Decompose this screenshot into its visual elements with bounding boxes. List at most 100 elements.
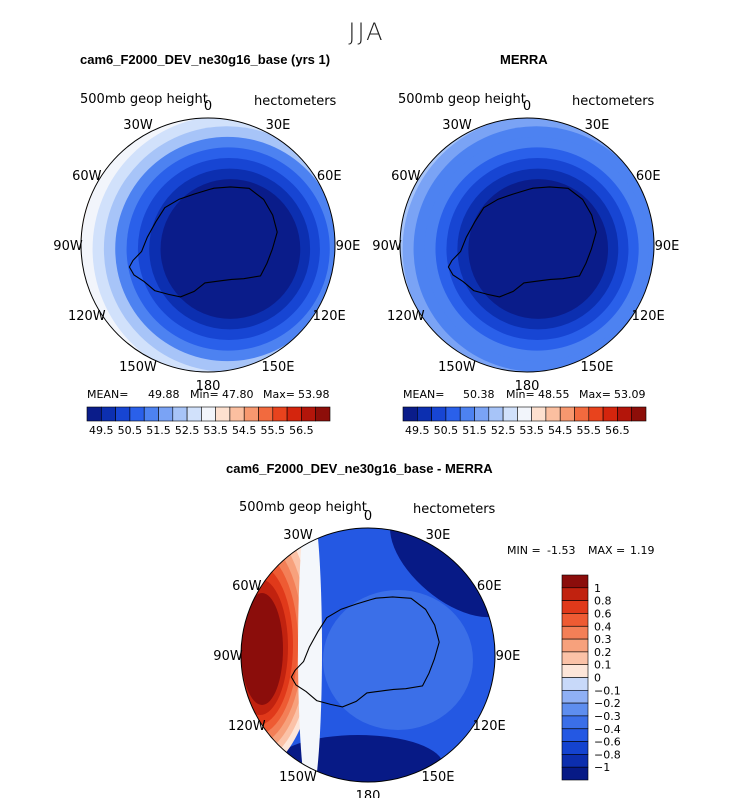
panel3-max-label: MAX = bbox=[588, 544, 626, 557]
panel2-lon-label: 90E bbox=[655, 239, 680, 254]
panel1-contour-band bbox=[160, 179, 301, 319]
panel1-lon-label: 180 bbox=[196, 379, 221, 394]
panel2-map-border bbox=[399, 117, 655, 373]
panel3-colorbar-bin bbox=[561, 574, 589, 589]
panel3-lon-label: 30W bbox=[283, 528, 313, 543]
panel3-left-label: 500mb geop height bbox=[239, 500, 367, 515]
panel1-lon-label: 30W bbox=[123, 118, 153, 133]
panel3-colorbar-tick: 0.1 bbox=[594, 659, 612, 672]
panel2-lon-label: 30W bbox=[442, 118, 472, 133]
panel3-colorbar-tick: −0.6 bbox=[594, 736, 621, 749]
panel2-lon-label: 30E bbox=[585, 118, 610, 133]
panel3-lon-label: 60E bbox=[477, 579, 502, 594]
panel2-max-label: Max= bbox=[579, 388, 611, 401]
panel1-mean-value: 49.88 bbox=[148, 388, 180, 401]
panel3-colorbar-tick: 1 bbox=[594, 582, 601, 595]
panel3-lon-label: 150W bbox=[279, 770, 317, 785]
panel2-lon-label: 150W bbox=[438, 360, 476, 375]
panel3-lon-label: 60W bbox=[232, 579, 262, 594]
panel3-colorbar-bin bbox=[561, 638, 589, 653]
panel3-colorbar-bin bbox=[561, 766, 589, 781]
panel1-mean-label: MEAN= bbox=[87, 388, 129, 401]
panel3-colorbar-tick: 0.8 bbox=[594, 595, 612, 608]
panel2-mean-label: MEAN= bbox=[403, 388, 445, 401]
panel1-lon-label: 90W bbox=[53, 239, 83, 254]
panel1-lon-label: 60E bbox=[317, 169, 342, 184]
diff-negative-lobe-s bbox=[273, 735, 443, 782]
panel1-colorbar-tick: 49.5 bbox=[89, 424, 114, 437]
panel3-lon-label: 120E bbox=[473, 719, 506, 734]
panel3-min-label: MIN = bbox=[507, 544, 541, 557]
panel3-right-label: hectometers bbox=[413, 502, 496, 517]
panel2-lon-label: 60W bbox=[391, 169, 421, 184]
panel2-title: MERRA bbox=[500, 52, 548, 67]
panel3-lon-label: 120W bbox=[228, 719, 266, 734]
panel2-colorbar-bin bbox=[631, 406, 647, 422]
panel2-min-label: Min= bbox=[506, 388, 535, 401]
panel1-colorbar-tick: 56.5 bbox=[289, 424, 314, 437]
panel3-colorbar-tick: −1 bbox=[594, 761, 610, 774]
panel1-field bbox=[81, 118, 335, 372]
panel3-colorbar-bin bbox=[561, 741, 589, 755]
panel2-colorbar-tick: 55.5 bbox=[577, 424, 602, 437]
panel3-max-value: 1.19 bbox=[630, 544, 655, 557]
panel1-right-label: hectometers bbox=[254, 94, 337, 109]
panel3-colorbar-bin bbox=[561, 600, 589, 614]
panel2-lon-label: 120W bbox=[387, 309, 425, 324]
panel3-colorbar-tick: −0.2 bbox=[594, 697, 621, 710]
panel1-colorbar-tick: 54.5 bbox=[232, 424, 257, 437]
panel2-colorbar-tick: 51.5 bbox=[462, 424, 487, 437]
panel2-colorbar-tick: 50.5 bbox=[434, 424, 459, 437]
panel3-colorbar-bin bbox=[561, 689, 589, 704]
panel2-lon-label: 60E bbox=[636, 169, 661, 184]
panel2-right-label: hectometers bbox=[572, 94, 655, 109]
panel3-colorbar-tick: −0.4 bbox=[594, 723, 621, 736]
panel1-lon-label: 150W bbox=[119, 360, 157, 375]
panel1-colorbar-tick: 51.5 bbox=[146, 424, 171, 437]
panel3-colorbar-tick: −0.3 bbox=[594, 710, 621, 723]
panel3-colorbar-bin bbox=[561, 625, 589, 640]
panel3-lon-label: 90E bbox=[496, 649, 521, 664]
panel3-lon-label: 0 bbox=[364, 509, 372, 524]
panel2-colorbar-tick: 53.5 bbox=[519, 424, 544, 437]
panel1-lon-label: 120E bbox=[313, 309, 346, 324]
panel3-lon-label: 180 bbox=[356, 789, 381, 798]
diff-mid-region bbox=[323, 590, 473, 730]
diff-positive-band bbox=[241, 593, 283, 705]
panel3-colorbar-tick: 0.4 bbox=[594, 620, 612, 633]
panel3-lon-label: 30E bbox=[426, 528, 451, 543]
panel2-contour-band bbox=[468, 179, 609, 319]
panel3-colorbar-tick: 0 bbox=[594, 672, 601, 685]
panel1-min-label: Min= bbox=[190, 388, 219, 401]
panel2-lon-label: 150E bbox=[580, 360, 613, 375]
panel3-min-value: -1.53 bbox=[547, 544, 576, 557]
antarctica-coastline bbox=[128, 186, 278, 298]
diff-zero-band bbox=[298, 528, 322, 782]
panel2-colorbar-tick: 52.5 bbox=[491, 424, 516, 437]
panel3-title: cam6_F2000_DEV_ne30g16_base - MERRA bbox=[226, 461, 493, 476]
panel1-colorbar-tick: 55.5 bbox=[261, 424, 286, 437]
panel2-lon-label: 120E bbox=[632, 309, 665, 324]
season-title: JJA bbox=[348, 18, 385, 46]
panel1-lon-label: 60W bbox=[72, 169, 102, 184]
panel3-lon-label: 90W bbox=[213, 649, 243, 664]
antarctica-coastline bbox=[447, 186, 597, 298]
panel1-colorbar-bin bbox=[315, 406, 331, 422]
panel3-colorbar-bin bbox=[561, 613, 589, 627]
panel1-map-border bbox=[80, 117, 336, 373]
panel3-colorbar-tick: 0.6 bbox=[594, 607, 612, 620]
panel2-colorbar-tick: 49.5 bbox=[405, 424, 430, 437]
panel3-colorbar-bin bbox=[561, 651, 589, 666]
panel3-colorbar-tick: −0.1 bbox=[594, 684, 621, 697]
panel1-lon-label: 0 bbox=[204, 99, 212, 114]
panel1-title: cam6_F2000_DEV_ne30g16_base (yrs 1) bbox=[80, 52, 331, 67]
panel1-colorbar-tick: 50.5 bbox=[118, 424, 143, 437]
panel2-colorbar-tick: 54.5 bbox=[548, 424, 573, 437]
panel1-lon-label: 150E bbox=[261, 360, 294, 375]
panel1-max-value: 53.98 bbox=[298, 388, 330, 401]
panel1-lon-label: 90E bbox=[336, 239, 361, 254]
panel2-min-value: 48.55 bbox=[538, 388, 570, 401]
